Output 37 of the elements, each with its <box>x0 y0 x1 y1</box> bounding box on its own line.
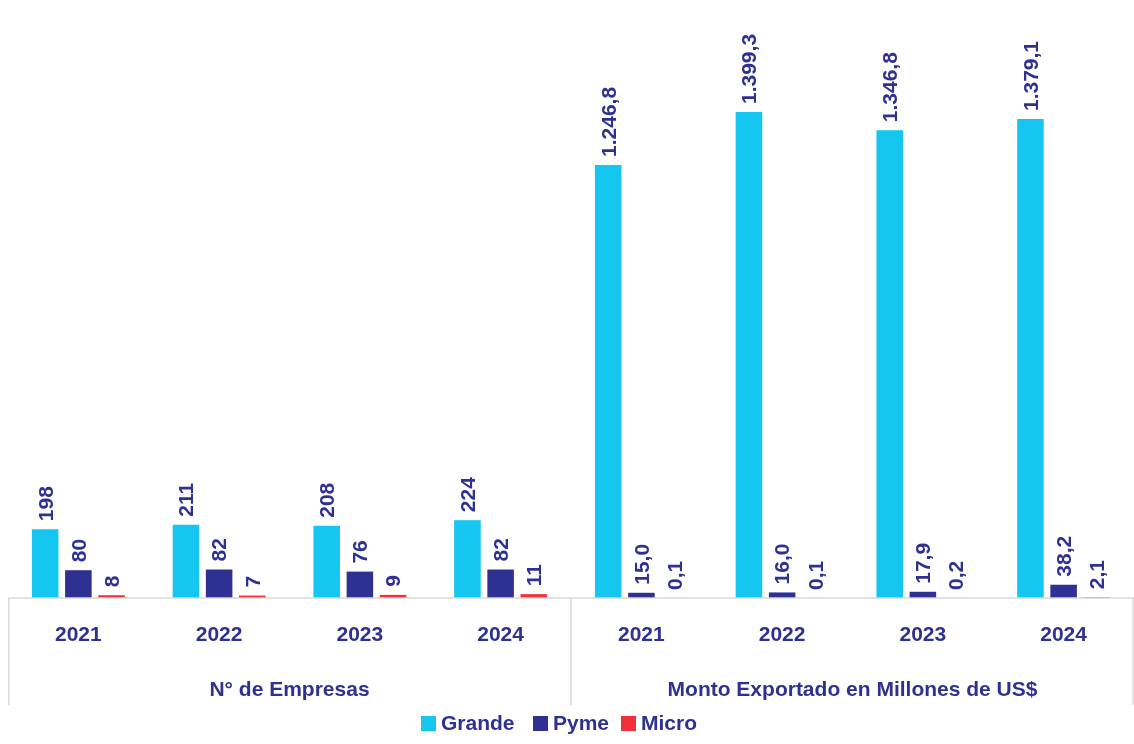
data-label: 82 <box>488 538 512 562</box>
data-label: 8 <box>99 575 123 588</box>
data-label: 0,2 <box>944 560 968 590</box>
data-label: 1.346,8 <box>878 51 902 123</box>
data-label: 76 <box>348 540 372 564</box>
data-label: 1.399,3 <box>737 33 761 104</box>
text: Monto Exportado en Millones de US$ <box>667 677 1038 700</box>
x-tick-label: 2024 <box>1040 622 1088 645</box>
data-label: 9 <box>381 575 405 587</box>
x-tick-label: 2022 <box>195 622 243 645</box>
x-tick-label: 2024 <box>477 622 525 645</box>
text: N° de Empresas <box>209 677 370 700</box>
data-label: 80 <box>66 538 90 563</box>
data-label: 198 <box>33 485 57 522</box>
data-label: 82 <box>207 538 231 562</box>
data-label: 224 <box>455 476 479 513</box>
data-label: 38,2 <box>1051 535 1075 577</box>
data-label: 0,1 <box>662 560 686 590</box>
x-tick-label: 2023 <box>336 622 384 645</box>
data-label: 16,0 <box>770 543 794 585</box>
data-label: 17,9 <box>911 542 935 584</box>
legend-label: Pyme <box>553 711 610 734</box>
data-label: 2,1 <box>1085 559 1109 590</box>
data-label: 11 <box>522 563 546 587</box>
data-label: 1.246,8 <box>596 86 620 157</box>
data-label: 211 <box>174 482 198 517</box>
data-label: 0,1 <box>803 560 827 590</box>
data-label: 1.379,1 <box>1018 40 1042 112</box>
legend-label: Grande <box>441 711 515 734</box>
data-label: 7 <box>240 575 264 588</box>
x-tick-label: 2021 <box>55 622 103 645</box>
x-tick-label: 2022 <box>758 622 806 645</box>
legend-label: Micro <box>641 711 698 734</box>
x-tick-label: 2023 <box>899 622 947 645</box>
x-tick-label: 2021 <box>618 622 666 645</box>
data-label: 208 <box>315 482 339 518</box>
data-label: 15,0 <box>629 543 653 585</box>
